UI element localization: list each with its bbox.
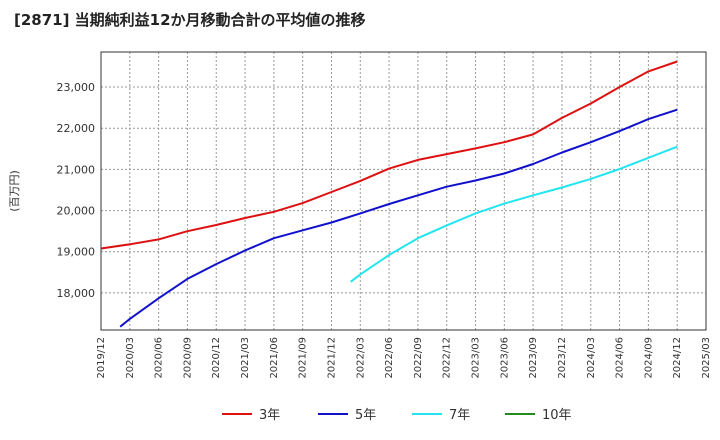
- x-axis: 2019/12 2020/03 2020/06 2020/09 2020/12 2021/…: [96, 337, 712, 379]
- x-tick-label: 2020/03: [125, 337, 136, 379]
- x-tick-label: 2024/03: [586, 337, 597, 379]
- y-tick-label: 19,000: [57, 246, 96, 259]
- y-tick-label: 21,000: [57, 163, 96, 176]
- x-tick-label: 2024/12: [672, 337, 683, 379]
- y-axis: 18,000 19,000 20,000 21,000 22,000 23,000: [57, 81, 96, 300]
- y-tick-label: 22,000: [57, 122, 96, 135]
- x-tick-label: 2021/09: [298, 337, 309, 379]
- x-tick-label: 2025/03: [701, 337, 712, 379]
- y-axis-label: (百万円): [8, 170, 21, 212]
- y-tick-label: 18,000: [57, 287, 96, 300]
- legend: 3年 5年 7年 10年: [222, 408, 572, 423]
- plot-background: [101, 52, 706, 330]
- x-tick-label: 2021/12: [326, 337, 337, 379]
- y-tick-label: 20,000: [57, 205, 96, 218]
- legend-label: 5年: [355, 408, 376, 423]
- x-tick-label: 2023/12: [557, 337, 568, 379]
- x-tick-label: 2022/09: [413, 337, 424, 379]
- x-tick-label: 2023/09: [528, 337, 539, 379]
- x-tick-label: 2024/09: [643, 337, 654, 379]
- legend-label: 10年: [542, 408, 572, 423]
- series-line-3年: [100, 60, 678, 250]
- x-tick-label: 2020/09: [182, 337, 193, 379]
- x-tick-label: 2022/12: [442, 337, 453, 379]
- x-tick-label: 2021/06: [269, 337, 280, 379]
- x-tick-label: 2020/12: [211, 337, 222, 379]
- legend-label: 7年: [449, 408, 470, 423]
- x-tick-label: 2020/06: [154, 337, 165, 379]
- grid: [100, 52, 707, 330]
- legend-label: 3年: [259, 408, 280, 423]
- x-tick-label: 2022/03: [355, 337, 366, 379]
- x-tick-label: 2023/03: [471, 337, 482, 379]
- x-tick-label: 2022/06: [384, 337, 395, 379]
- y-tick-label: 23,000: [57, 81, 96, 94]
- plot-frame: [100, 51, 707, 331]
- series-line-5年: [119, 108, 678, 328]
- x-tick-label: 2019/12: [96, 337, 107, 379]
- x-tick-label: 2021/03: [240, 337, 251, 379]
- x-tick-label: 2024/06: [615, 337, 626, 379]
- chart-title: [2871] 当期純利益12か月移動合計の平均値の推移: [14, 11, 366, 29]
- series-line-7年: [350, 145, 678, 283]
- series-group: [100, 60, 678, 328]
- x-tick-label: 2023/06: [499, 337, 510, 379]
